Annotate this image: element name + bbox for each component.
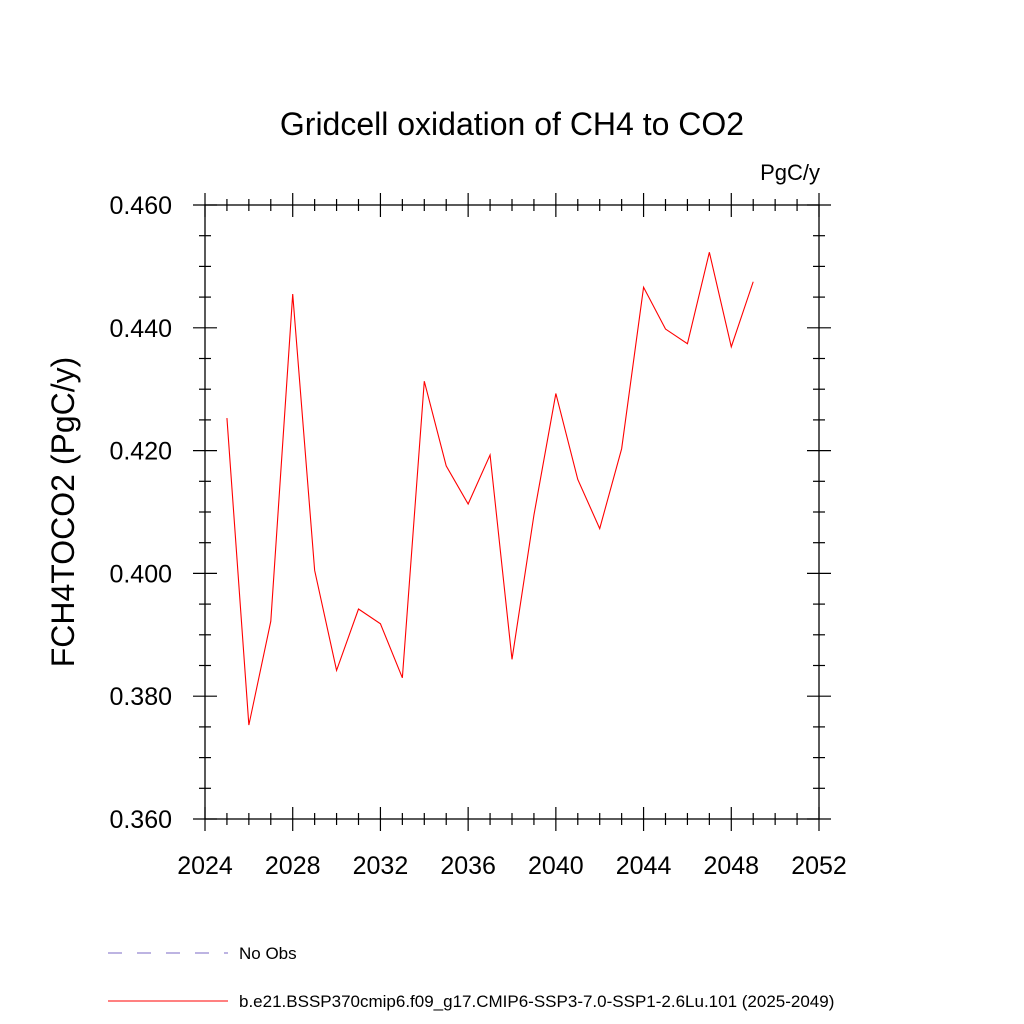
y-tick-label: 0.440: [109, 315, 172, 343]
y-tick-label: 0.420: [109, 438, 172, 466]
x-tick-label: 2040: [528, 852, 584, 880]
x-tick-label: 2048: [703, 852, 759, 880]
x-tick-label: 2052: [791, 852, 847, 880]
x-tick-label: 2036: [440, 852, 496, 880]
y-axis-label: FCH4TOCO2 (PgC/y): [45, 357, 81, 668]
figure-background: [0, 0, 1024, 1024]
chart-title: Gridcell oxidation of CH4 to CO2: [280, 106, 744, 142]
x-tick-label: 2032: [353, 852, 409, 880]
y-tick-label: 0.360: [109, 806, 172, 834]
y-tick-label: 0.400: [109, 560, 172, 588]
x-tick-label: 2028: [265, 852, 321, 880]
x-tick-label: 2024: [177, 852, 233, 880]
legend-label: No Obs: [239, 944, 297, 963]
y-tick-label: 0.460: [109, 192, 172, 220]
units-label: PgC/y: [760, 160, 820, 185]
chart-figure: Gridcell oxidation of CH4 to CO2 PgC/y F…: [0, 0, 1024, 1024]
x-tick-label: 2044: [616, 852, 672, 880]
y-tick-label: 0.380: [109, 683, 172, 711]
legend-label: b.e21.BSSP370cmip6.f09_g17.CMIP6-SSP3-7.…: [239, 992, 834, 1011]
